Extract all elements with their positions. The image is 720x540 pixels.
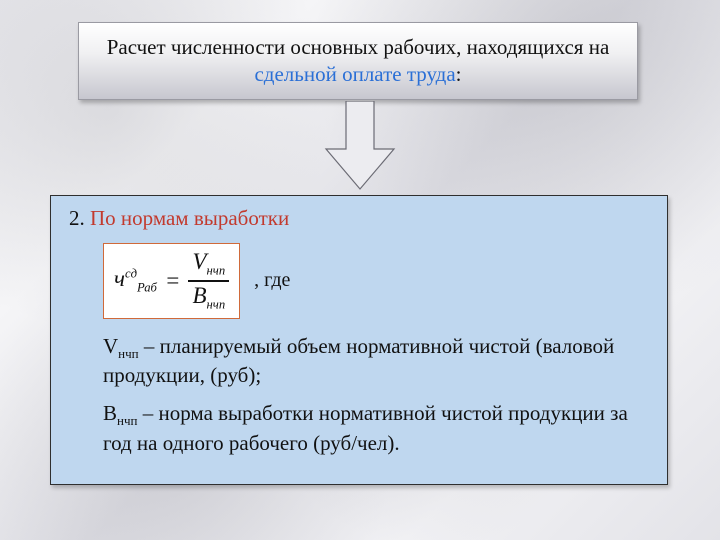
den-sub: нчп [207, 297, 226, 311]
definitions: Vнчп – планируемый объем нормативной чис… [69, 333, 643, 456]
fraction-denominator: Bнчп [188, 280, 229, 312]
down-arrow-icon [320, 101, 400, 191]
content-box: 2. По нормам выработки чсдРаб = Vнчп [50, 195, 668, 485]
header-suffix: : [456, 62, 462, 86]
def1-symbol: Vнчп [103, 334, 139, 358]
lhs-sub: Раб [137, 281, 157, 295]
fraction: Vнчп Bнчп [188, 250, 229, 312]
fraction-numerator: Vнчп [188, 250, 229, 280]
formula-frame: чсдРаб = Vнчп Bнчп [103, 243, 240, 319]
def2-symbol: Bнчп [103, 401, 138, 425]
header-plain: Расчет численности основных рабочих, нах… [107, 35, 610, 59]
item-number: 2. [69, 206, 85, 230]
formula: чсдРаб = Vнчп Bнчп [114, 250, 229, 312]
def2-text: – норма выработки нормативной чистой про… [103, 401, 628, 454]
header-text: Расчет численности основных рабочих, нах… [101, 34, 615, 89]
num-base: V [192, 249, 206, 274]
definition-1: Vнчп – планируемый объем нормативной чис… [103, 333, 643, 389]
lhs-base: ч [114, 266, 125, 291]
num-sub: нчп [207, 264, 226, 278]
def1-text: – планируемый объем нормативной чистой (… [103, 334, 614, 387]
equals-sign: = [165, 268, 181, 294]
where-label: , где [254, 269, 290, 292]
formula-lhs: чсдРаб [114, 266, 157, 296]
header-box: Расчет численности основных рабочих, нах… [78, 22, 638, 100]
den-base: B [192, 283, 206, 308]
formula-row: чсдРаб = Vнчп Bнчп , где [103, 243, 643, 319]
definition-2: Bнчп – норма выработки нормативной чисто… [103, 400, 643, 456]
header-highlight: сдельной оплате труда [254, 62, 455, 86]
lhs-sup: сд [125, 266, 137, 280]
slide: Расчет численности основных рабочих, нах… [0, 0, 720, 540]
item-title: По нормам выработки [90, 206, 289, 230]
item-line: 2. По нормам выработки [69, 206, 643, 231]
